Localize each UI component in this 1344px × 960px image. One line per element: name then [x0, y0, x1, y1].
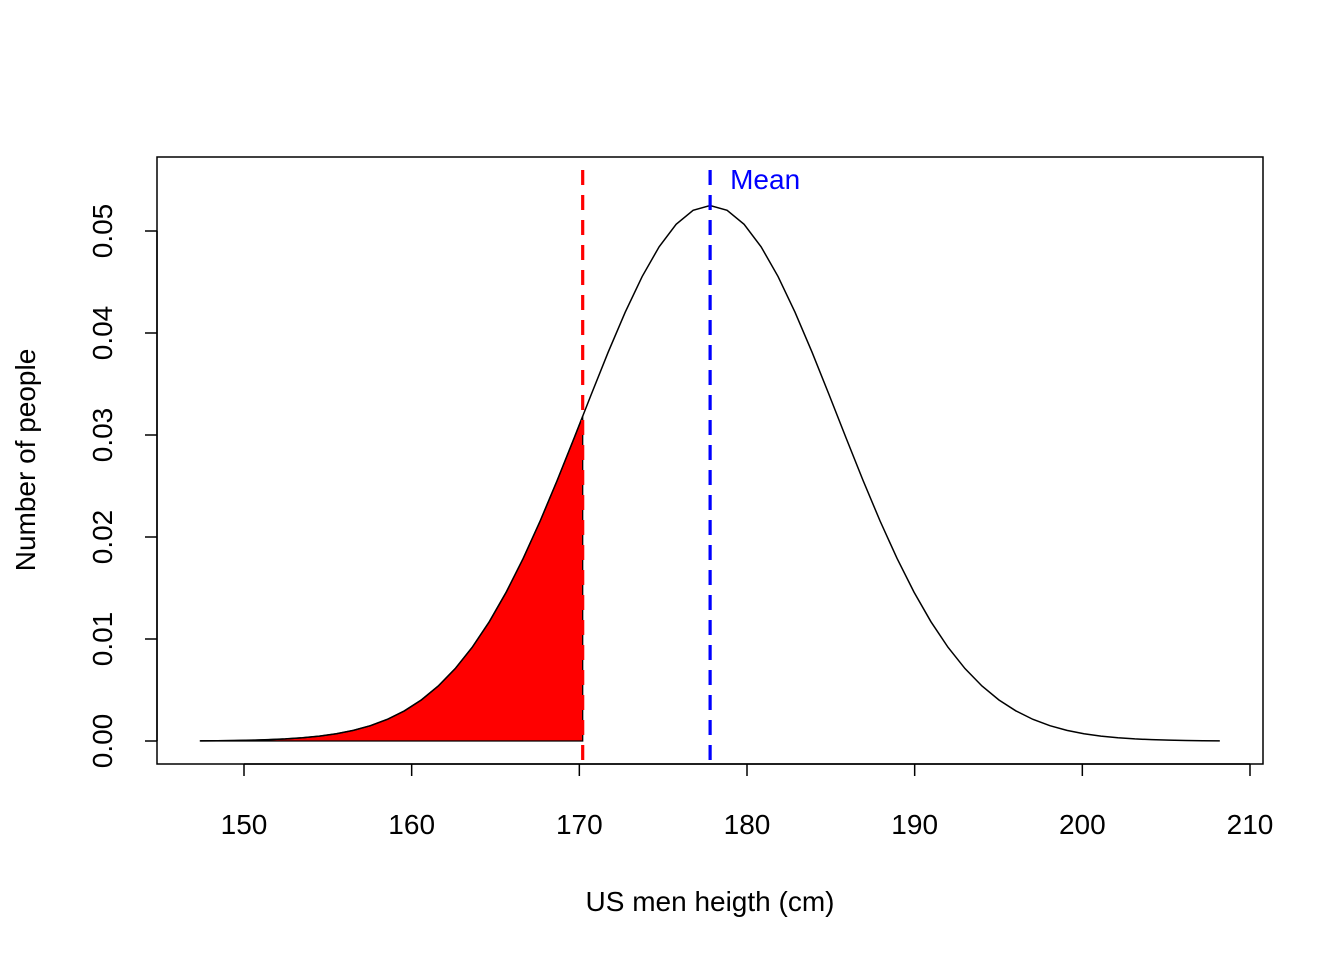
x-tick-label: 170: [556, 809, 603, 840]
x-tick-label: 160: [388, 809, 435, 840]
y-tick-label: 0.05: [87, 204, 118, 259]
y-tick-label: 0.00: [87, 714, 118, 769]
x-tick-label: 200: [1059, 809, 1106, 840]
x-axis: 150 160 170 180 190 200 210: [221, 763, 1274, 840]
y-tick-label: 0.01: [87, 612, 118, 667]
y-axis: 0.00 0.01 0.02 0.03 0.04 0.05: [87, 204, 158, 769]
y-axis-title: Number of people: [10, 349, 41, 572]
y-tick-label: 0.03: [87, 408, 118, 463]
x-tick-label: 150: [221, 809, 268, 840]
x-axis-title: US men heigth (cm): [586, 886, 835, 917]
x-tick-label: 190: [891, 809, 938, 840]
mean-label: Mean: [730, 164, 800, 195]
x-tick-label: 210: [1227, 809, 1274, 840]
y-tick-label: 0.02: [87, 510, 118, 565]
x-tick-label: 180: [724, 809, 771, 840]
y-tick-label: 0.04: [87, 306, 118, 361]
